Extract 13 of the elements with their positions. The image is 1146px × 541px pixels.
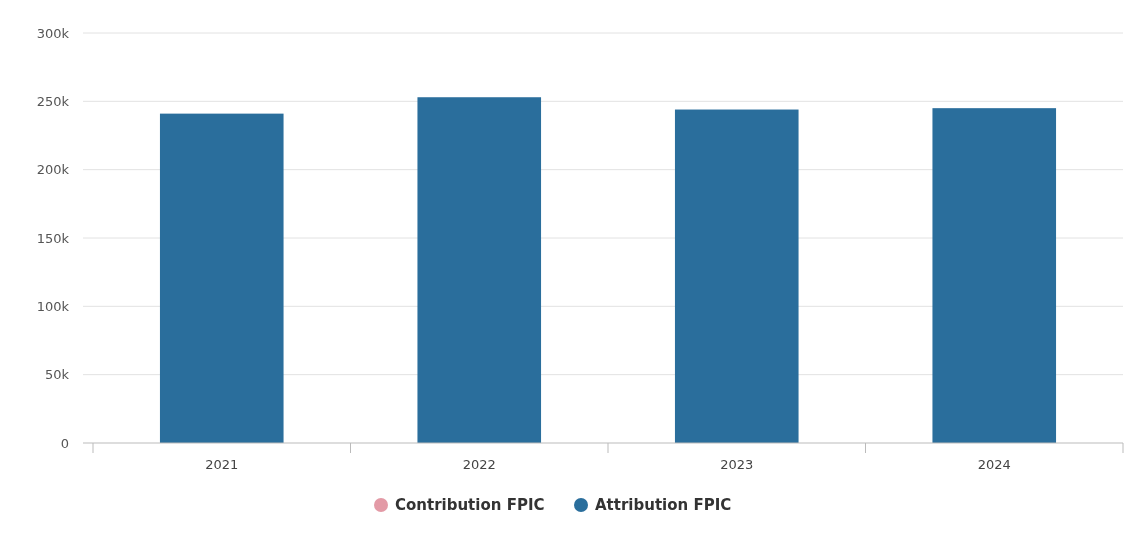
- x-tick-label: 2021: [205, 457, 239, 472]
- legend-label: Attribution FPIC: [595, 496, 732, 515]
- x-tick-label: 2023: [720, 457, 754, 472]
- y-tick-label: 250k: [36, 93, 70, 109]
- y-tick-label: 200k: [36, 162, 70, 178]
- y-tick-label: 50k: [44, 367, 70, 383]
- y-tick-label: 300k: [36, 25, 70, 41]
- y-tick-label: 0: [60, 435, 69, 451]
- y-tick-label: 150k: [36, 230, 70, 246]
- y-tick-label: 100k: [36, 298, 70, 314]
- x-tick-label: 2022: [462, 457, 496, 472]
- x-tick-label: 2024: [977, 457, 1011, 472]
- legend-label: Contribution FPIC: [395, 496, 545, 515]
